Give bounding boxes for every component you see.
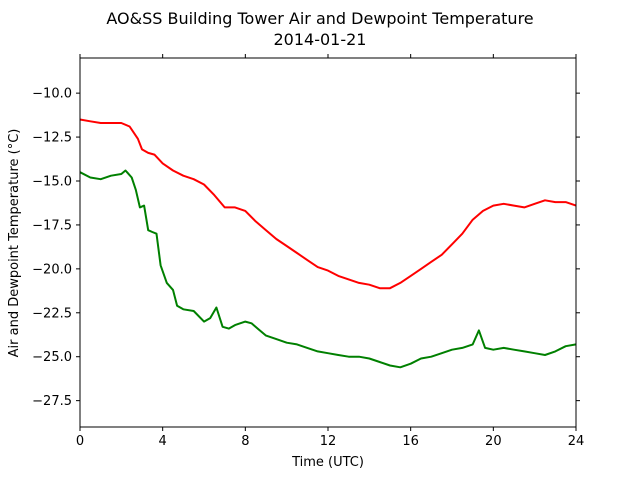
chart-subtitle: 2014-01-21 xyxy=(274,30,367,49)
x-tick-label: 24 xyxy=(568,434,585,449)
x-tick-label: 8 xyxy=(241,434,249,449)
y-tick-label: −22.5 xyxy=(32,306,72,321)
x-tick-label: 16 xyxy=(402,434,419,449)
y-tick-label: −10.0 xyxy=(32,87,72,102)
x-tick-label: 0 xyxy=(76,434,84,449)
x-tick-label: 4 xyxy=(159,434,167,449)
y-axis-label: Air and Dewpoint Temperature (°C) xyxy=(7,129,22,358)
y-tick-label: −20.0 xyxy=(32,262,72,277)
y-tick-label: −27.5 xyxy=(32,394,72,409)
y-tick-label: −17.5 xyxy=(32,218,72,233)
series-line-1 xyxy=(79,169,577,369)
x-axis-label: Time (UTC) xyxy=(291,455,364,470)
plot-frame xyxy=(79,57,577,428)
y-tick-label: −12.5 xyxy=(32,131,72,146)
x-tick-label: 12 xyxy=(320,434,337,449)
y-tick-label: −15.0 xyxy=(32,175,72,190)
plot-area xyxy=(79,118,577,369)
y-axis: −10.0 −12.5 −15.0 −17.5 −20.0 −22.5 −25.0 −27.5 xyxy=(32,87,580,409)
series-line-0 xyxy=(79,118,577,290)
x-axis: 0 4 8 12 16 20 24 xyxy=(76,54,584,449)
chart-title: AO&SS Building Tower Air and Dewpoint Te… xyxy=(106,9,533,28)
x-tick-label: 20 xyxy=(485,434,502,449)
y-tick-label: −25.0 xyxy=(32,350,72,365)
